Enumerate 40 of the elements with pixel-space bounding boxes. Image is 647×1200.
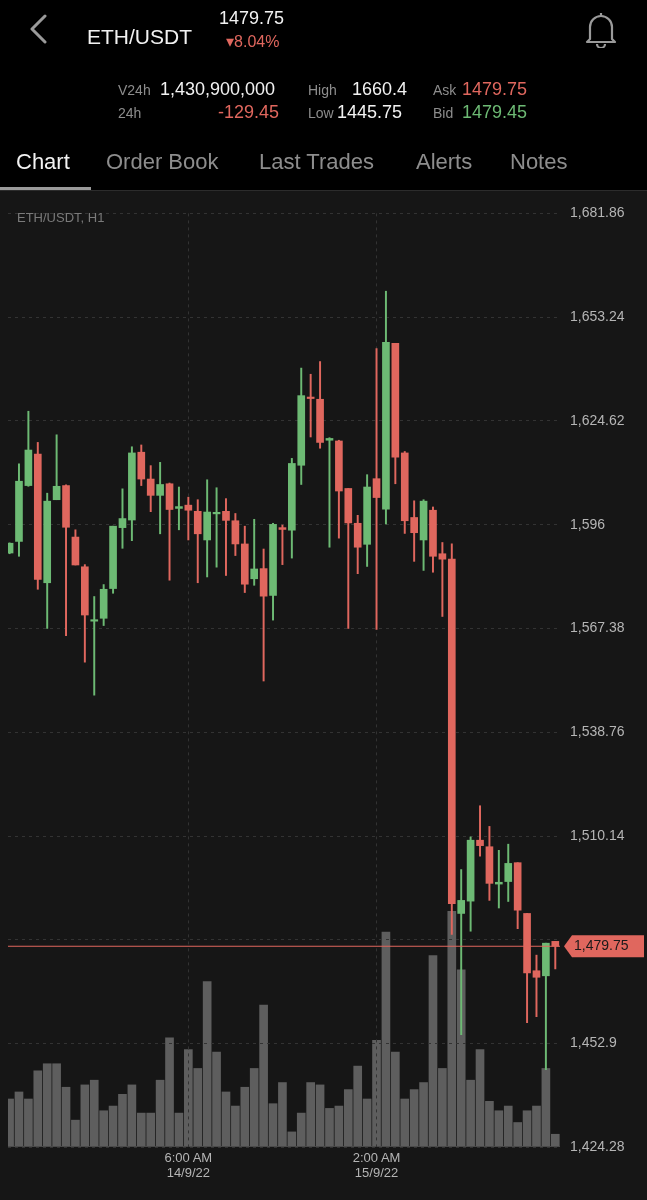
y-tick-label: 1,424.28 [570, 1138, 625, 1155]
y-tick-label: 1,567.38 [570, 619, 625, 636]
candlestick [325, 437, 334, 548]
text: 24h [118, 105, 142, 121]
y-tick-label: 1,538.76 [570, 723, 625, 740]
text: 1660.4 [352, 79, 408, 100]
text: Chart [16, 149, 70, 175]
text: Alerts [416, 149, 473, 175]
ref-line-label: 1,479.75 [574, 937, 629, 954]
y-tick-label: 1,653.24 [570, 308, 625, 325]
candlestick [438, 542, 447, 617]
text: -129.45 [218, 102, 280, 123]
chart-title: ETH/USDT [87, 25, 192, 49]
text: 1479.45 [462, 102, 528, 123]
text: V24h [118, 82, 151, 98]
y-tick-label: 1,624.62 [570, 411, 625, 428]
candlestick [175, 486, 183, 531]
text: 1479.75 [219, 8, 285, 29]
x-tick-label: 6:00 AM 14/9/22 [164, 1149, 213, 1181]
text: 1,430,900,000 [160, 79, 276, 100]
candlestick [90, 596, 99, 696]
text: High [308, 82, 337, 98]
y-tick-label: 1,681.86 [570, 204, 625, 221]
text: 1479.75 [462, 79, 528, 100]
text: Bid [433, 105, 454, 121]
candlestick [372, 348, 381, 630]
candlestick [278, 524, 287, 565]
chart-subtitle: ETH/USDT, H1 [17, 210, 105, 225]
candlestick [476, 805, 484, 857]
y-tick-label: 1,510.14 [570, 826, 625, 843]
text: 1445.75 [337, 102, 403, 123]
y-tick-label: 1,452.9 [570, 1034, 617, 1051]
x-tick-label: 2:00 AM 15/9/22 [352, 1149, 401, 1181]
y-tick-label: 1,596 [570, 515, 606, 532]
text: Notes [510, 149, 568, 175]
text: ▾8.04% [226, 32, 280, 51]
text: Last Trades [259, 149, 374, 175]
text: Order Book [106, 149, 219, 175]
text: Ask [433, 82, 457, 98]
text: Low [308, 105, 334, 121]
